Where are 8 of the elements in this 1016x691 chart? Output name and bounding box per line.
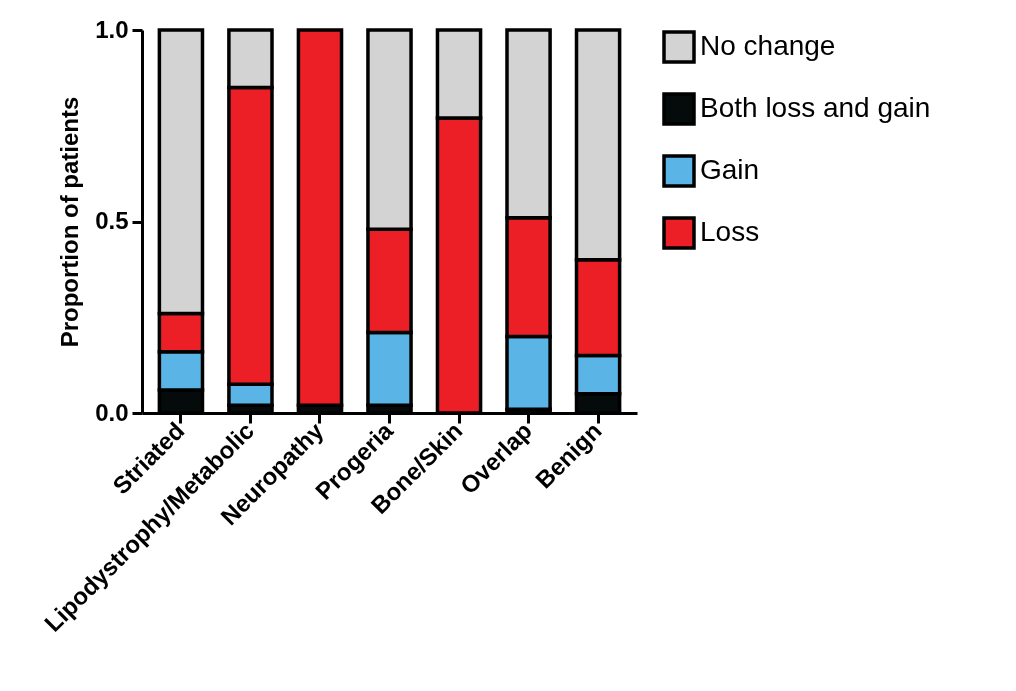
legend-label: Gain — [700, 154, 760, 185]
legend-label: Both loss and gain — [700, 92, 931, 123]
y-tick-label: 1.0 — [95, 15, 129, 43]
legend-label: Loss — [700, 216, 760, 247]
y-axis-title: Proportion of patients — [56, 96, 84, 348]
y-tick-label: 0.0 — [95, 398, 129, 426]
legend-label: No change — [700, 30, 836, 61]
y-tick-label: 0.5 — [95, 207, 129, 234]
